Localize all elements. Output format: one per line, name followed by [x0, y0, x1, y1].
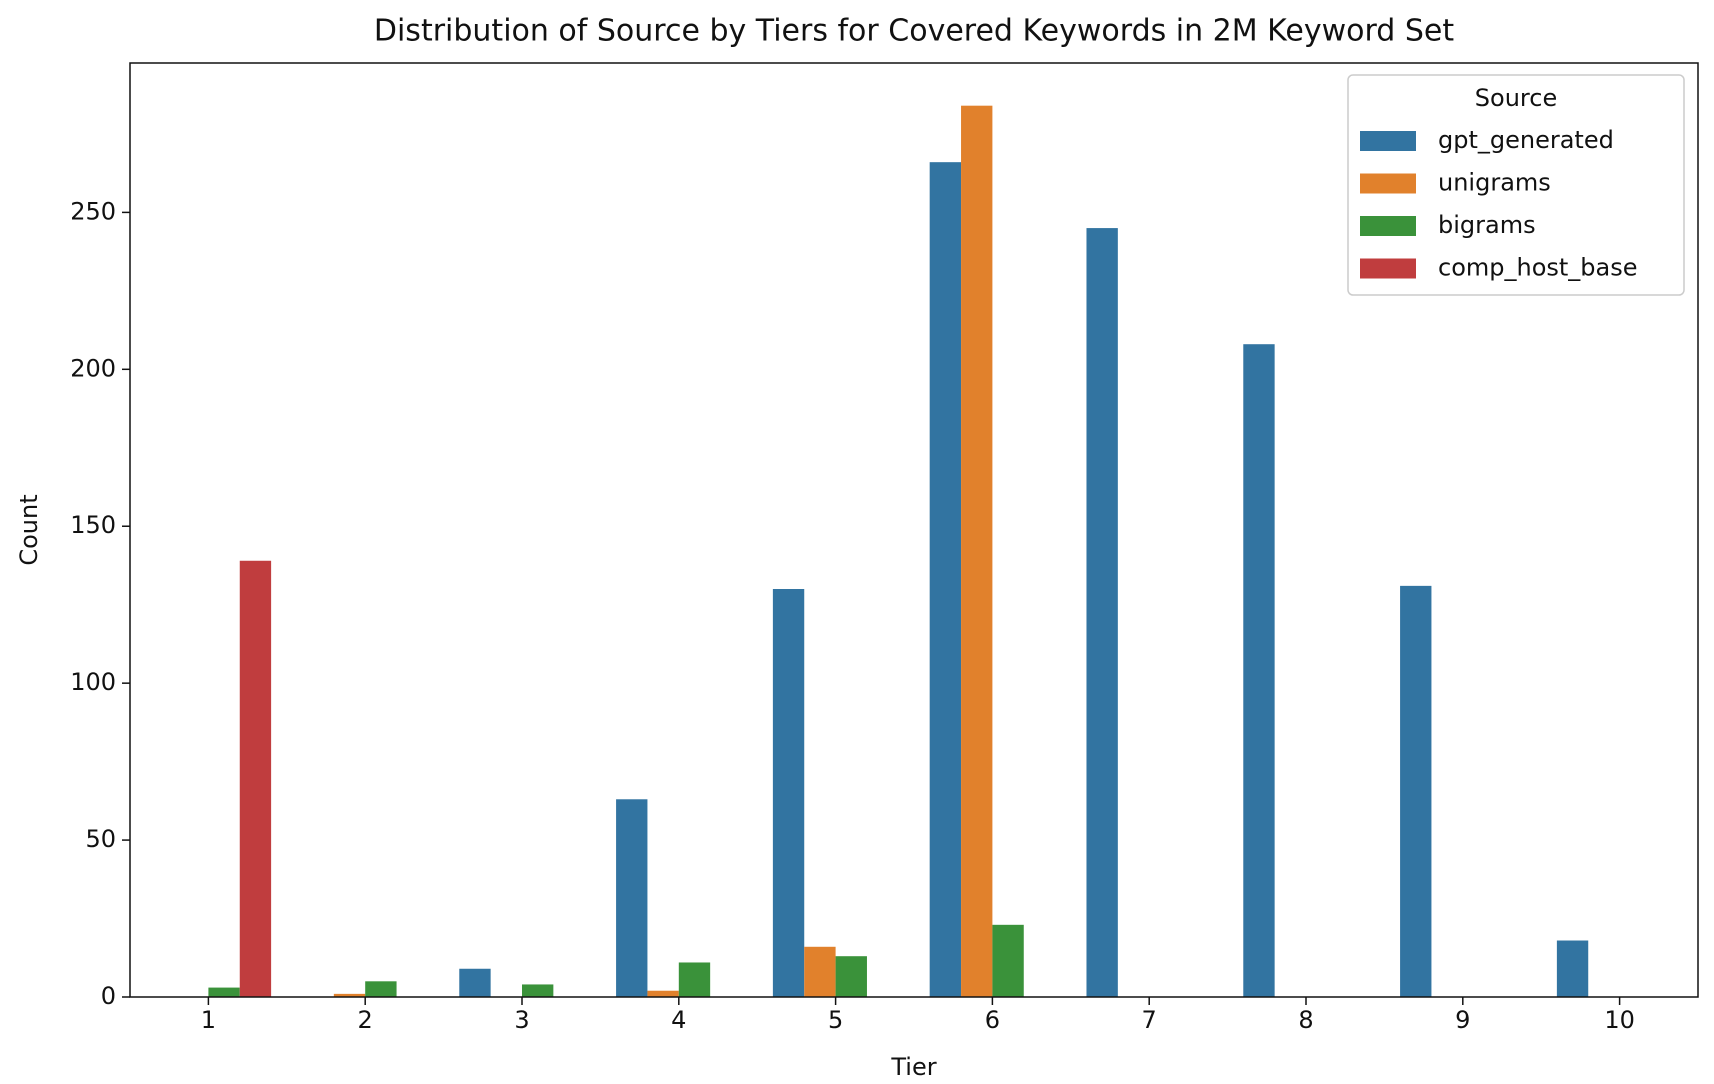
x-axis-label: Tier	[890, 1053, 936, 1081]
x-tick-label: 9	[1455, 1006, 1470, 1034]
bar	[804, 946, 836, 997]
legend-swatch	[1360, 258, 1416, 279]
legend-box	[1347, 74, 1685, 296]
legend-title: Source	[1475, 84, 1557, 112]
x-tick-label: 5	[828, 1006, 843, 1034]
plot-frame	[129, 62, 1699, 998]
x-tick-label: 2	[358, 1006, 373, 1034]
x-tick-label: 7	[1142, 1006, 1157, 1034]
x-tick-label: 10	[1604, 1006, 1635, 1034]
legend-label: bigrams	[1438, 211, 1536, 239]
bar	[459, 968, 491, 997]
bar	[1400, 585, 1432, 997]
legend-label: gpt_generated	[1438, 126, 1614, 154]
chart-title: Distribution of Source by Tiers for Cove…	[374, 14, 1454, 49]
bar	[1086, 228, 1118, 998]
legend-swatch	[1360, 173, 1416, 194]
x-tick-label: 1	[201, 1006, 216, 1034]
y-axis-label: Count	[15, 494, 43, 565]
bar	[522, 984, 554, 997]
y-tick-label: 100	[70, 668, 116, 696]
bar	[647, 990, 679, 997]
x-tick-label: 8	[1298, 1006, 1313, 1034]
y-tick-label: 50	[85, 825, 116, 853]
bar	[1243, 344, 1275, 997]
bar	[333, 993, 366, 997]
legend-swatch	[1360, 131, 1416, 151]
legend-label: unigrams	[1438, 169, 1551, 197]
bar	[961, 105, 993, 997]
y-tick-label: 0	[101, 982, 116, 1010]
bar	[678, 962, 711, 997]
y-tick-label: 250	[70, 197, 116, 225]
y-tick-label: 150	[70, 511, 116, 539]
y-tick-label: 200	[70, 354, 116, 382]
bar	[929, 162, 962, 997]
bar	[772, 589, 805, 997]
x-tick-label: 3	[514, 1006, 529, 1034]
bar	[239, 560, 272, 997]
bar	[208, 987, 240, 997]
legend-label: comp_host_base	[1438, 254, 1638, 282]
x-tick-label: 4	[671, 1006, 686, 1034]
legend-swatch	[1360, 216, 1416, 236]
bar	[1556, 940, 1589, 997]
bar	[835, 956, 867, 997]
bar	[992, 924, 1024, 997]
bar	[365, 981, 397, 997]
bar	[616, 799, 648, 997]
x-tick-label: 6	[985, 1006, 1000, 1034]
